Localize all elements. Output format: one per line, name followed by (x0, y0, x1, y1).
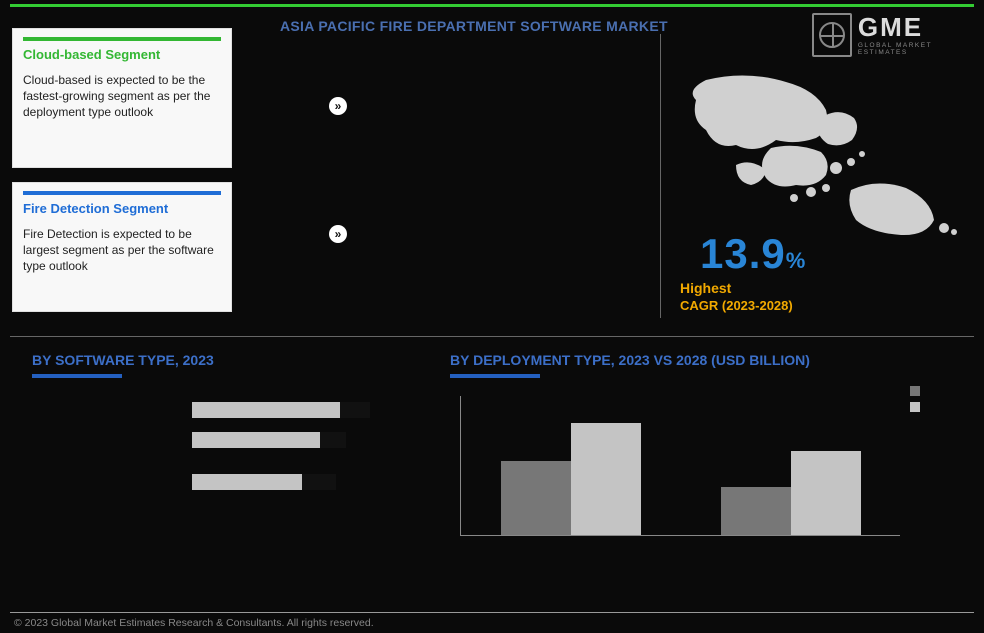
hbar-segment-dark (302, 474, 336, 490)
footer-divider (10, 612, 974, 613)
logo-text: GME GLOBAL MARKET ESTIMATES (858, 14, 972, 56)
hbar-segment-dark (320, 432, 346, 448)
vbar-2028 (571, 423, 641, 535)
vbar-2023 (721, 487, 791, 535)
chart-software-type (32, 390, 412, 540)
cagr-label-highest: Highest (680, 280, 731, 296)
top-accent-line (10, 4, 974, 7)
page-title: ASIA PACIFIC FIRE DEPARTMENT SOFTWARE MA… (280, 18, 668, 34)
logo-sub-text: GLOBAL MARKET ESTIMATES (858, 42, 972, 56)
card-body: Cloud-based is expected to be the fastes… (23, 72, 221, 121)
hbar-row (192, 432, 346, 448)
cagr-label-range: CAGR (2023-2028) (680, 298, 793, 313)
card-accent-bar (23, 37, 221, 41)
legend-swatch (910, 402, 920, 412)
segment-card-fire-detection: Fire Detection Segment Fire Detection is… (12, 182, 232, 312)
chart1-underline (32, 374, 122, 378)
chart2-title: BY DEPLOYMENT TYPE, 2023 VS 2028 (USD BI… (450, 352, 810, 368)
asia-pacific-map-icon (676, 70, 966, 240)
hbar-segment-dark (340, 402, 370, 418)
legend-item (910, 386, 920, 396)
cagr-unit: % (786, 248, 807, 273)
hbar-row (192, 402, 370, 418)
bullet-chevron-icon: » (329, 225, 347, 243)
vertical-divider (660, 34, 661, 318)
card-title: Fire Detection Segment (23, 201, 221, 216)
chart2-plot-area (460, 396, 900, 536)
vbar-2023 (501, 461, 571, 535)
legend-item (910, 402, 920, 412)
hbar-row (192, 474, 336, 490)
bullet-chevron-icon: » (329, 97, 347, 115)
chart-deployment-type (450, 386, 920, 556)
card-accent-bar (23, 191, 221, 195)
legend-swatch (910, 386, 920, 396)
hbar-segment-light (192, 474, 302, 490)
card-body: Fire Detection is expected to be largest… (23, 226, 221, 275)
chart2-legend (910, 386, 920, 412)
chart2-underline (450, 374, 540, 378)
card-title: Cloud-based Segment (23, 47, 221, 62)
copyright-footer: © 2023 Global Market Estimates Research … (14, 617, 374, 629)
horizontal-divider (10, 336, 974, 337)
infographic-canvas: ASIA PACIFIC FIRE DEPARTMENT SOFTWARE MA… (0, 0, 984, 633)
logo-main-text: GME (858, 14, 972, 40)
vbar-2028 (791, 451, 861, 535)
cagr-number: 13.9 (700, 230, 786, 277)
globe-icon (812, 13, 852, 57)
chart1-title: BY SOFTWARE TYPE, 2023 (32, 352, 214, 368)
hbar-segment-light (192, 402, 340, 418)
segment-card-cloud: Cloud-based Segment Cloud-based is expec… (12, 28, 232, 168)
cagr-value: 13.9% (700, 230, 806, 278)
hbar-segment-light (192, 432, 320, 448)
brand-logo: GME GLOBAL MARKET ESTIMATES (812, 10, 972, 60)
